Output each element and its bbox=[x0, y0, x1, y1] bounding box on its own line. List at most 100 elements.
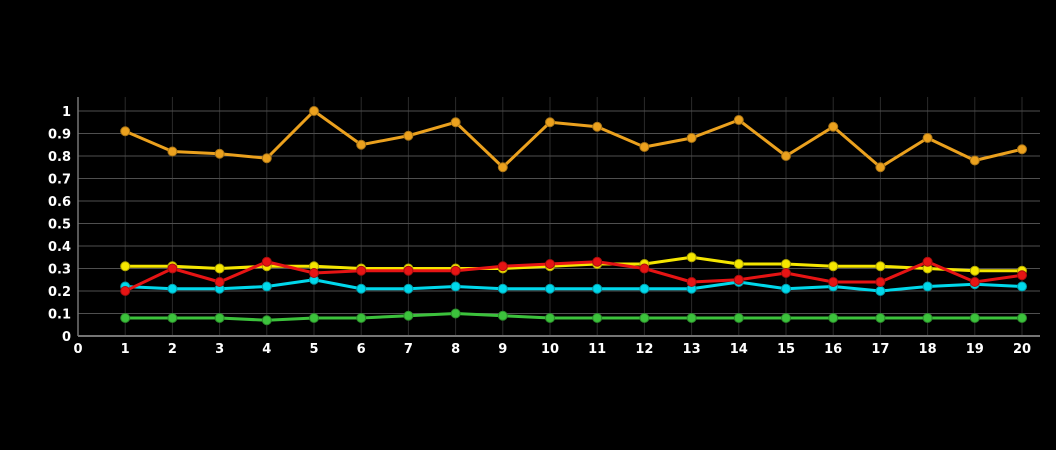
y-tick-label: 0.2 bbox=[48, 285, 71, 300]
x-tick-label: 14 bbox=[730, 342, 748, 357]
x-tick-label: 9 bbox=[498, 342, 507, 357]
data-point-orange bbox=[781, 151, 791, 161]
x-tick-label: 8 bbox=[451, 342, 460, 357]
data-point-red bbox=[875, 277, 886, 287]
data-point-red bbox=[922, 256, 933, 267]
data-point-green bbox=[733, 313, 744, 323]
axes bbox=[77, 97, 1040, 337]
data-point-cyan bbox=[167, 283, 178, 294]
x-tick-label: 6 bbox=[357, 342, 366, 357]
data-point-green bbox=[592, 313, 603, 323]
data-point-green bbox=[497, 310, 508, 321]
data-point-green bbox=[261, 315, 272, 326]
data-point-green bbox=[686, 313, 697, 323]
data-point-green bbox=[969, 313, 980, 323]
data-point-yellow bbox=[875, 261, 886, 272]
data-point-red bbox=[733, 274, 744, 285]
y-tick-label: 0.9 bbox=[48, 128, 71, 143]
data-point-orange bbox=[167, 146, 178, 157]
data-point-red bbox=[214, 277, 225, 287]
data-point-cyan bbox=[450, 281, 461, 292]
data-point-green bbox=[450, 308, 461, 319]
y-tick-label: 0.7 bbox=[48, 173, 71, 188]
data-point-orange bbox=[969, 155, 980, 166]
data-point-cyan bbox=[875, 286, 886, 296]
data-series bbox=[120, 106, 1027, 326]
data-point-yellow bbox=[733, 259, 744, 269]
data-point-orange bbox=[639, 142, 650, 152]
data-point-yellow bbox=[969, 265, 980, 276]
x-tick-label: 3 bbox=[215, 342, 224, 357]
data-point-orange bbox=[120, 126, 131, 137]
data-point-red bbox=[356, 265, 367, 276]
x-tick-label: 1 bbox=[121, 342, 130, 357]
data-point-orange bbox=[309, 106, 319, 116]
data-point-orange bbox=[828, 121, 839, 132]
data-point-cyan bbox=[356, 283, 367, 294]
data-point-red bbox=[403, 265, 414, 276]
x-tick-label: 12 bbox=[635, 342, 653, 357]
data-point-red bbox=[686, 277, 697, 287]
data-point-cyan bbox=[403, 283, 414, 294]
data-point-green bbox=[875, 313, 886, 323]
data-point-red bbox=[545, 259, 555, 269]
series-cyan-line bbox=[123, 278, 1024, 293]
x-tick-label: 0 bbox=[73, 342, 82, 357]
y-tick-label: 0.5 bbox=[48, 218, 71, 233]
data-point-yellow bbox=[686, 252, 697, 263]
data-point-green bbox=[167, 313, 178, 323]
data-point-red bbox=[120, 286, 131, 296]
data-point-orange bbox=[261, 153, 272, 164]
data-point-green bbox=[828, 313, 839, 323]
data-point-green bbox=[356, 313, 367, 323]
y-tick-label: 0.4 bbox=[48, 240, 71, 255]
data-point-red bbox=[969, 277, 980, 287]
data-point-orange bbox=[545, 117, 555, 128]
series-orange-line bbox=[123, 109, 1024, 169]
data-point-orange bbox=[875, 162, 886, 173]
y-tick-label: 1 bbox=[62, 105, 71, 120]
data-point-orange bbox=[356, 139, 367, 150]
data-point-cyan bbox=[922, 281, 933, 292]
data-point-green bbox=[403, 310, 414, 321]
data-point-red bbox=[781, 268, 791, 278]
data-point-red bbox=[828, 277, 839, 287]
data-point-cyan bbox=[545, 283, 555, 294]
y-axis-tick-labels: 0 0.1 0.2 0.3 0.4 0.5 0.6 0.7 0.8 0.9 1 bbox=[48, 105, 71, 345]
data-point-green bbox=[309, 313, 319, 323]
data-point-cyan bbox=[497, 283, 508, 294]
data-point-green bbox=[120, 313, 131, 323]
x-tick-label: 11 bbox=[588, 342, 606, 357]
data-point-orange bbox=[1017, 144, 1027, 155]
x-tick-label: 17 bbox=[871, 342, 889, 357]
data-point-orange bbox=[214, 148, 225, 159]
data-point-red bbox=[639, 263, 650, 274]
series-red bbox=[120, 256, 1027, 296]
y-tick-label: 0.6 bbox=[48, 195, 71, 210]
data-point-cyan bbox=[781, 283, 791, 294]
y-tick-label: 0.1 bbox=[48, 308, 71, 323]
data-point-cyan bbox=[592, 283, 603, 294]
data-point-red bbox=[1017, 270, 1027, 281]
y-tick-label: 0.3 bbox=[48, 263, 71, 278]
series-orange bbox=[120, 106, 1027, 173]
data-point-red bbox=[497, 261, 508, 272]
data-point-orange bbox=[922, 133, 933, 143]
x-tick-label: 18 bbox=[919, 342, 937, 357]
data-point-orange bbox=[450, 117, 461, 128]
x-tick-label: 16 bbox=[824, 342, 842, 357]
data-point-cyan bbox=[1017, 281, 1027, 292]
data-point-orange bbox=[592, 121, 603, 132]
x-tick-label: 10 bbox=[541, 342, 559, 357]
vertical-gridlines bbox=[124, 97, 1023, 336]
data-point-green bbox=[639, 313, 650, 323]
x-tick-label: 15 bbox=[777, 342, 795, 357]
y-tick-label: 0 bbox=[62, 330, 71, 345]
data-point-orange bbox=[497, 162, 508, 173]
series-green bbox=[120, 308, 1027, 326]
x-tick-label: 19 bbox=[966, 342, 984, 357]
x-tick-label: 20 bbox=[1013, 342, 1031, 357]
x-tick-label: 13 bbox=[683, 342, 701, 357]
data-point-orange bbox=[733, 115, 744, 125]
